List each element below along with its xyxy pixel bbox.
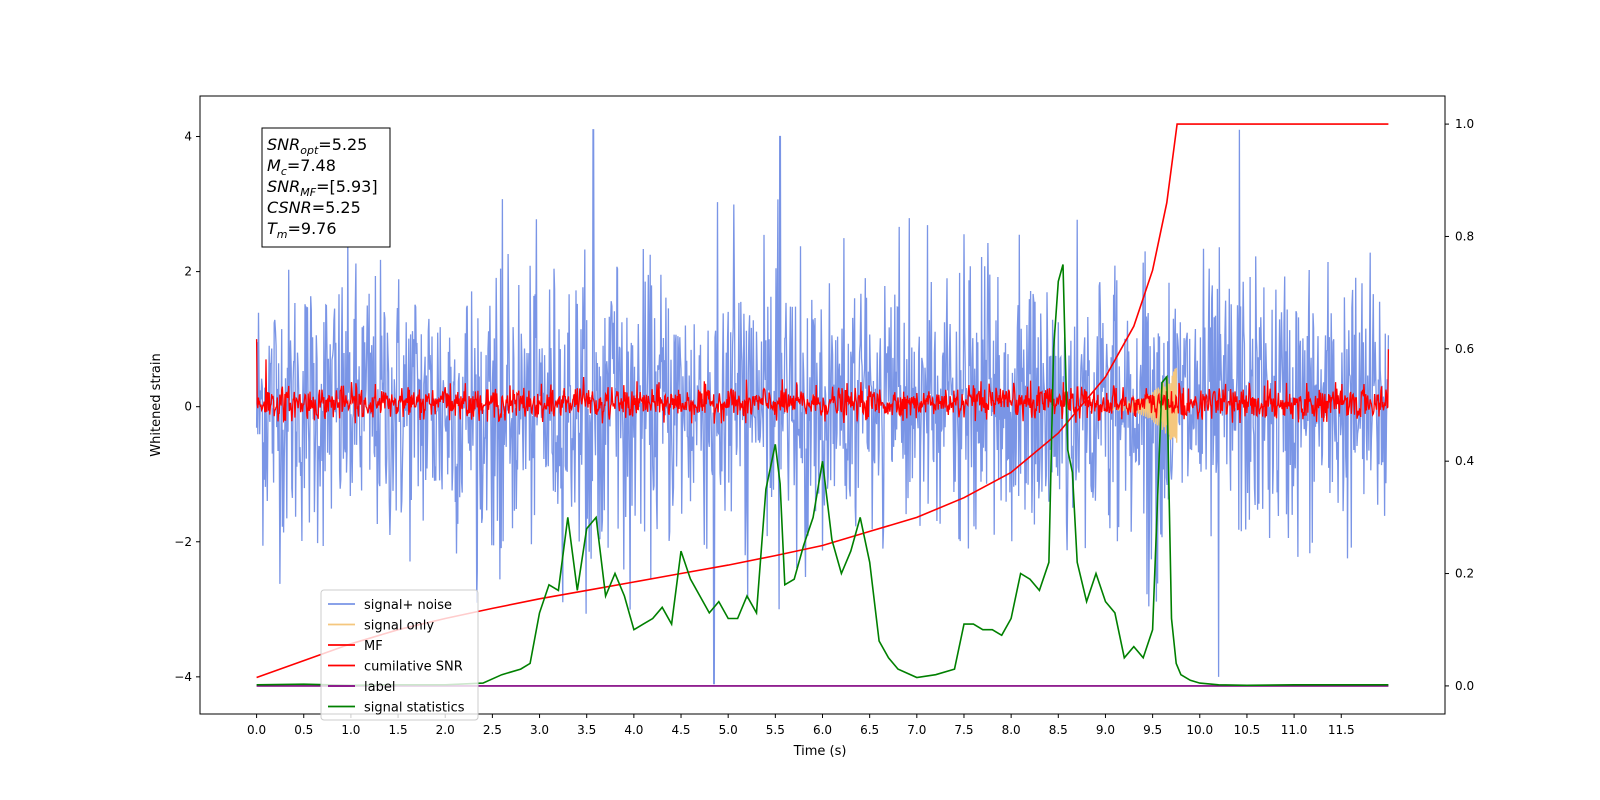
y2-tick-label: 1.0 [1455,117,1474,131]
info-box-line: Tm=9.76 [267,219,337,241]
y-tick-label: 2 [184,265,192,279]
y-tick-label: 4 [184,130,192,144]
x-tick-label: 2.0 [436,723,455,737]
series-signal-statistics-line [256,264,1389,687]
legend-label: cumilative SNR [364,660,463,675]
legend-frame [320,589,479,721]
y-tick-label: −4 [174,670,192,684]
x-tick-label: 7.0 [907,723,926,737]
x-axis-label: Time (s) [793,744,847,759]
y2-tick-label: 0.8 [1455,229,1474,243]
x-tick-label: 5.5 [766,723,785,737]
y2-tick-label: 0.2 [1455,567,1474,581]
x-tick-label: 4.5 [671,723,690,737]
x-tick-label: 3.5 [577,723,596,737]
x-tick-label: 10.0 [1186,723,1213,737]
axis-ticks: 0.0 0.5 1.0 1.5 2.0 2.5 3.0 3.5 4.0 4.5 5.0 5.5 6.0 6… [174,117,1474,737]
x-tick-label: 9.0 [1096,723,1115,737]
legend-label: label [364,680,395,695]
x-tick-label: 11.0 [1281,723,1308,737]
info-box-line: CSNR=5.25 [267,198,361,217]
y-axis-label: Whitened strain [149,353,164,456]
legend: signal+ noise signal only MF cumilative SNR… [320,589,479,721]
x-tick-label: 1.0 [341,723,360,737]
x-tick-label: 10.5 [1234,723,1261,737]
y2-tick-label: 0.0 [1455,679,1474,693]
x-tick-label: 5.0 [719,723,738,737]
x-tick-label: 0.0 [247,723,266,737]
x-tick-label: 7.5 [954,723,973,737]
x-tick-label: 0.5 [294,723,313,737]
x-tick-label: 8.5 [1049,723,1068,737]
x-tick-label: 6.5 [860,723,879,737]
x-tick-label: 1.5 [389,723,408,737]
info-box-frame [261,127,391,248]
x-tick-label: 9.5 [1143,723,1162,737]
series-signal-noise-line [255,129,1390,685]
x-tick-label: 2.5 [483,723,502,737]
x-tick-label: 3.0 [530,723,549,737]
info-box-line: SNRopt=5.25 [267,135,367,157]
x-tick-label: 8.0 [1002,723,1021,737]
x-tick-label: 6.0 [813,723,832,737]
x-tick-label: 11.5 [1328,723,1355,737]
info-box-line: SNRMF=[5.93] [267,177,378,199]
y-tick-label: 0 [184,400,192,414]
legend-label: signal statistics [364,701,465,716]
legend-label: MF [364,639,383,654]
y2-tick-label: 0.6 [1455,342,1474,356]
x-tick-label: 4.0 [624,723,643,737]
y-tick-label: −2 [174,535,192,549]
series-mf-line [255,339,1390,424]
legend-label: signal+ noise [364,598,452,613]
info-box-line: Mc=7.48 [267,156,336,178]
legend-label: signal only [364,619,434,634]
y2-tick-label: 0.4 [1455,454,1474,468]
